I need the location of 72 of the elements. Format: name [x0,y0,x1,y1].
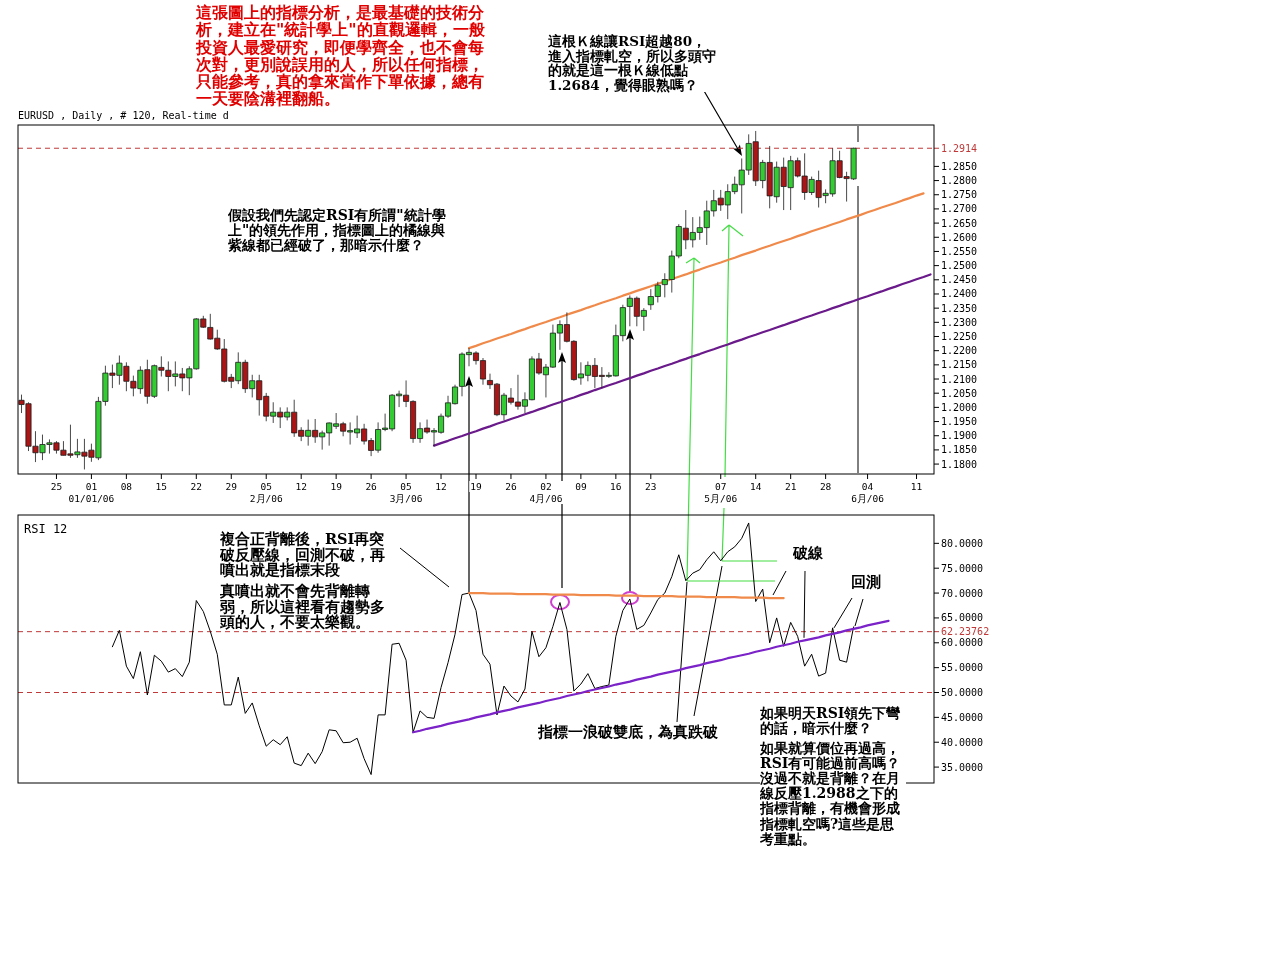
x-tick-label: 25 [50,481,63,492]
x-tick-label: 05 3月/06 [389,481,423,504]
x-tick-label: 26 [365,481,378,492]
y-tick-label: 1.2000 [941,401,978,413]
y-tick-label: 1.2850 [941,160,978,172]
x-tick-label: 11 [910,481,923,492]
x-tick-label: 01 01/01/06 [68,481,115,504]
y-tick-label: 80.0000 [941,537,984,549]
y-tick-label: 1.2400 [941,288,978,300]
y-tick-label: 1.2300 [941,316,978,328]
x-tick-label: 14 [749,481,762,492]
x-tick-label: 16 [610,481,622,492]
x-tick-label: 07 5月/06 [704,481,738,504]
y-tick-label: 1.2200 [941,345,978,357]
annotation: 複合正背離後，RSI再突破反壓線，回測不破，再噴出就是指標末段 [220,530,386,579]
y-tick-label: 1.2150 [941,359,978,371]
ref-line-label: 1.2914 [941,142,978,154]
text: 這根Ｋ線讓RSI超越80，進入指標軋空，所以多頭守的就是這一根Ｋ線低點1.2684，覺得眼熟嗎？ [548,33,720,93]
y-tick-label: 1.1850 [941,444,978,456]
y-tick-label: 55.0000 [941,662,984,674]
line-series [467,192,925,350]
annotation: 假設我們先認定RSI有所謂"統計學上"的領先作用，指標圖上的橘線與紫線都已經破了，那暗示什麼？ [228,207,447,254]
y-tick-label: 65.0000 [941,612,984,624]
y-tick-label: 1.2700 [941,203,978,215]
x-tick-label: 15 [155,481,168,492]
x-tick-label: 12 [295,481,307,492]
x-tick-label: 08 [120,481,133,492]
x-tick-label: 22 [190,481,203,492]
y-tick-label: 50.0000 [941,687,984,699]
x-tick-label: 29 [225,481,238,492]
text: RSI 12 [24,522,68,536]
y-tick-label: 1.2350 [941,302,978,314]
x-tick-label: 23 [645,481,657,492]
y-tick-label: 1.2550 [941,245,978,257]
annotation: 如果就算價位再過高，RSI有可能過前高嗎？沒過不就是背離？在月線反壓1.2988之下的指標背離，有機會形成指標軋空嗎?這些是思考重點。 [760,740,906,847]
y-tick-label: 1.2750 [941,189,978,201]
annotation: 如果明天RSI領先下彎的話，暗示什麼？ [760,705,902,737]
y-tick-label: 1.2500 [941,260,978,272]
y-tick-label: 60.0000 [941,637,984,649]
x-tick-label: 19 [470,481,482,492]
x-tick-label: 12 [435,481,447,492]
annotation: 回測 [851,573,882,591]
x-tick-label: 28 [819,481,832,492]
line-series [432,273,932,447]
y-tick-label: 35.0000 [941,761,984,773]
ref-line-label: 62.23762 [941,626,990,638]
x-tick-label: 04 6月/06 [851,481,885,504]
y-tick-label: 1.2650 [941,217,978,229]
y-tick-label: 1.1900 [941,430,978,442]
y-tick-label: 1.1950 [941,416,978,428]
x-tick-label: 26 [505,481,517,492]
x-tick-label: 09 [575,481,587,492]
annotation: 破線 [793,544,824,562]
y-tick-label: 45.0000 [941,711,984,723]
y-tick-label: 1.2100 [941,373,978,385]
x-tick-label: 05 2月/06 [249,481,283,504]
annotation: 真噴出就不會先背離轉弱，所以這裡看有趨勢多頭的人，不要太樂觀。 [220,582,386,631]
y-tick-label: 40.0000 [941,736,984,748]
annotation: 指標一浪破雙底，為真跌破 [538,723,719,740]
y-tick-label: 70.0000 [941,587,984,599]
chart-title: EURUSD , Daily , # 120, Real-time d [18,110,229,121]
x-tick-label: 02 4月/06 [529,481,563,504]
y-tick-label: 1.1800 [941,458,978,470]
x-tick-label: 21 [784,481,797,492]
y-tick-label: 1.2050 [941,387,978,399]
x-tick-label: 19 [330,481,343,492]
y-tick-label: 1.2600 [941,231,978,243]
y-tick-label: 1.2450 [941,274,978,286]
text: 這張圖上的指標分析，是最基礎的技術分析，建立在"統計學上"的直觀邏輯，一般投資人最愛研究，即便學齊全，也不會每次對，更別說誤用的人，所以任何指標，只能參考，真的拿來當作下單依據，總有一天要陰溝裡翻船。 [196,3,496,109]
y-tick-label: 1.2250 [941,331,978,342]
y-tick-label: 75.0000 [941,562,984,574]
y-tick-label: 1.2800 [941,175,978,187]
